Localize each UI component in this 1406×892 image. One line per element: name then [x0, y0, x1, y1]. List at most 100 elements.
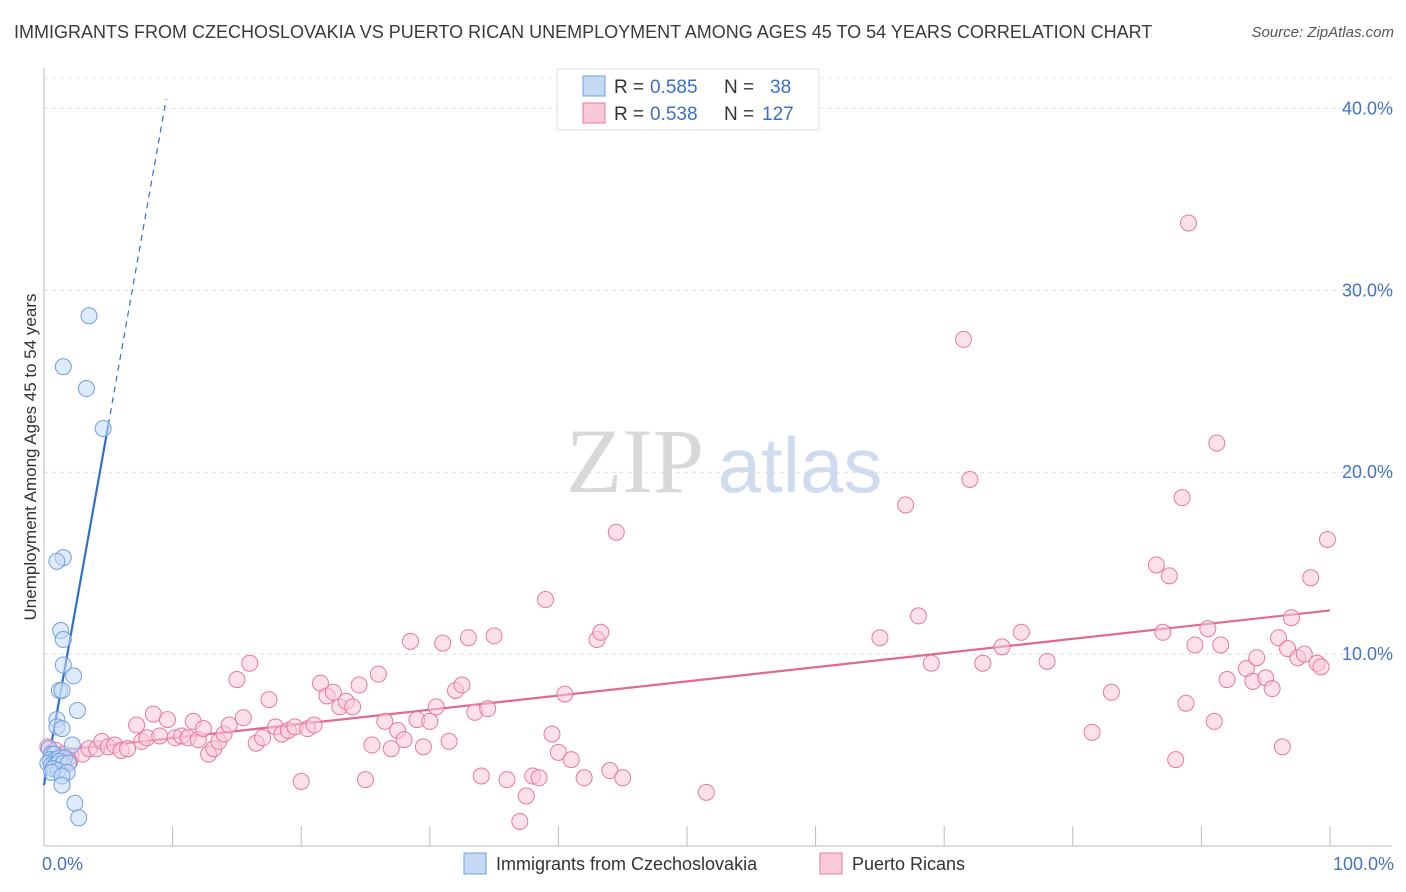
data-point-puerto-ricans	[614, 769, 632, 787]
data-point-czechoslovakia	[48, 552, 66, 570]
bottom-legend: Immigrants from Czechoslovakia Puerto Ri…	[463, 852, 965, 875]
legend-swatch-blue	[582, 75, 606, 97]
data-point-puerto-ricans	[1282, 609, 1300, 627]
legend-r-label: R =	[614, 77, 644, 98]
data-point-puerto-ricans	[543, 725, 561, 743]
data-point-puerto-ricans	[421, 712, 439, 730]
legend-r-value: 0.585	[650, 77, 698, 98]
data-point-puerto-ricans	[158, 711, 176, 729]
legend-swatch-pink	[819, 852, 843, 875]
data-point-puerto-ricans	[549, 743, 567, 761]
data-point-puerto-ricans	[220, 716, 238, 734]
data-point-puerto-ricans	[1205, 712, 1223, 730]
data-point-puerto-ricans	[260, 691, 278, 709]
data-point-puerto-ricans	[128, 716, 146, 734]
data-point-czechoslovakia	[63, 736, 81, 754]
data-point-czechoslovakia	[54, 631, 72, 649]
data-point-puerto-ricans	[1199, 620, 1217, 638]
data-point-puerto-ricans	[151, 727, 169, 745]
data-point-puerto-ricans	[1083, 723, 1101, 741]
x-tick-label: 100.0%	[1333, 854, 1394, 874]
data-point-puerto-ricans	[592, 623, 610, 641]
series-puerto-ricans	[39, 214, 1336, 830]
data-point-puerto-ricans	[382, 740, 400, 758]
data-point-puerto-ricans	[498, 771, 516, 789]
y-tick-label: 20.0%	[1342, 462, 1393, 482]
data-point-puerto-ricans	[1173, 489, 1191, 507]
data-point-puerto-ricans	[254, 729, 272, 747]
data-point-czechoslovakia	[53, 776, 71, 794]
data-point-puerto-ricans	[1186, 636, 1204, 654]
data-point-puerto-ricans	[414, 738, 432, 756]
legend-n-label: N =	[724, 77, 754, 98]
legend-swatch-blue	[463, 852, 487, 875]
axes	[43, 68, 1392, 847]
data-point-puerto-ricans	[472, 767, 490, 785]
legend-r-value: 0.538	[650, 104, 698, 125]
data-point-puerto-ricans	[1160, 567, 1178, 585]
data-point-puerto-ricans	[871, 629, 889, 647]
data-point-czechoslovakia	[54, 358, 72, 376]
data-point-puerto-ricans	[434, 634, 452, 652]
data-point-puerto-ricans	[292, 772, 310, 790]
data-point-puerto-ricans	[1295, 645, 1313, 663]
data-point-puerto-ricans	[363, 736, 381, 754]
data-point-czechoslovakia	[54, 656, 72, 674]
data-point-puerto-ricans	[144, 705, 162, 723]
data-point-puerto-ricans	[1218, 671, 1236, 689]
data-point-puerto-ricans	[194, 720, 212, 738]
data-point-puerto-ricans	[1273, 738, 1291, 756]
data-point-puerto-ricans	[993, 638, 1011, 656]
watermark-zip: ZIP	[566, 410, 704, 512]
legend-swatch-pink	[582, 102, 606, 124]
data-point-puerto-ricans	[517, 787, 535, 805]
data-point-puerto-ricans	[305, 716, 323, 734]
data-point-czechoslovakia	[53, 681, 71, 699]
data-point-puerto-ricans	[1012, 623, 1030, 641]
data-point-puerto-ricans	[537, 591, 555, 609]
data-point-puerto-ricans	[228, 671, 246, 689]
data-point-puerto-ricans	[556, 685, 574, 703]
data-point-puerto-ricans	[234, 709, 252, 727]
y-tick-label: 40.0%	[1342, 98, 1393, 118]
data-point-puerto-ricans	[485, 627, 503, 645]
data-point-puerto-ricans	[897, 496, 915, 514]
y-tick-label: 30.0%	[1342, 280, 1393, 300]
data-point-puerto-ricans	[1102, 683, 1120, 701]
trend-line-czechoslovakia-extension	[107, 99, 167, 426]
legend-n-label: N =	[724, 104, 754, 125]
data-point-puerto-ricans	[697, 783, 715, 801]
x-tick-label: 0.0%	[42, 854, 83, 874]
data-point-puerto-ricans	[1038, 652, 1056, 670]
grid-lines	[44, 77, 1392, 655]
data-point-puerto-ricans	[350, 676, 368, 694]
data-point-czechoslovakia	[53, 720, 71, 738]
tick-labels: 10.0% 20.0% 30.0% 40.0% 0.0% 100.0%	[42, 98, 1394, 874]
data-point-puerto-ricans	[922, 654, 940, 672]
data-point-puerto-ricans	[575, 769, 593, 787]
data-point-puerto-ricans	[1208, 434, 1226, 452]
data-point-czechoslovakia	[70, 809, 88, 827]
data-point-puerto-ricans	[601, 762, 619, 780]
data-point-puerto-ricans	[241, 654, 259, 672]
data-point-puerto-ricans	[1263, 680, 1281, 698]
data-point-puerto-ricans	[909, 607, 927, 625]
data-point-puerto-ricans	[1177, 694, 1195, 712]
data-point-puerto-ricans	[511, 812, 529, 830]
data-point-puerto-ricans	[440, 732, 458, 750]
data-point-puerto-ricans	[376, 712, 394, 730]
data-point-puerto-ricans	[530, 769, 548, 787]
data-point-puerto-ricans	[369, 665, 387, 683]
data-point-puerto-ricans	[459, 629, 477, 647]
data-point-puerto-ricans	[479, 700, 497, 718]
data-point-puerto-ricans	[402, 632, 420, 650]
top-legend: R = 0.585 N = 38 R = 0.538 N = 127	[556, 68, 820, 131]
legend-n-value: 38	[770, 77, 791, 98]
data-point-puerto-ricans	[961, 470, 979, 488]
data-point-puerto-ricans	[453, 676, 471, 694]
legend-r-label: R =	[614, 104, 644, 125]
legend-n-value: 127	[762, 104, 794, 125]
data-point-czechoslovakia	[94, 420, 112, 438]
data-point-puerto-ricans	[974, 654, 992, 672]
